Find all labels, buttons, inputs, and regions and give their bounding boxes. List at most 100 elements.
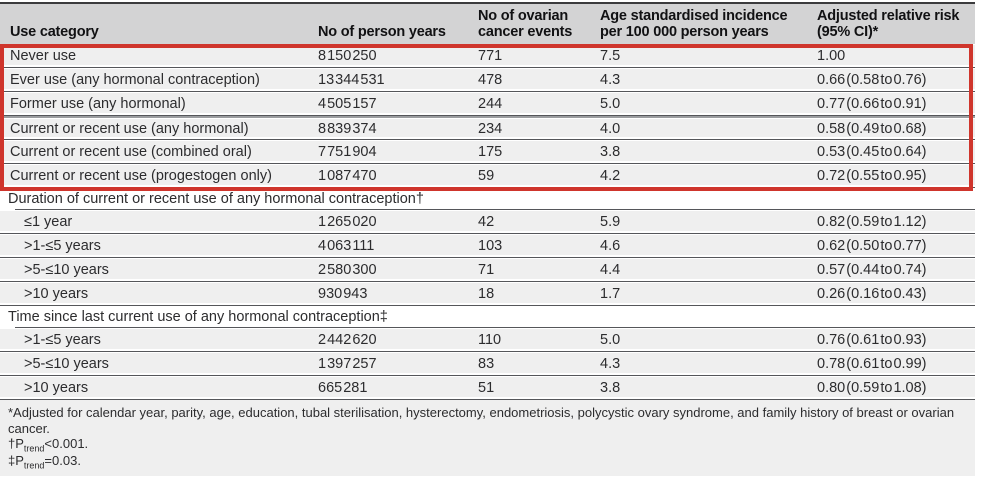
cell-use-category: Current or recent use (progestogen only) [10, 167, 272, 184]
cell-relative-risk: 0.57 (0.44 to 0.74) [817, 261, 927, 278]
cell-cancer-events: 110 [478, 331, 502, 348]
header-line: per 100 000 person years [600, 24, 769, 40]
cell-cancer-events: 771 [478, 47, 503, 64]
cell-cancer-events: 18 [478, 285, 495, 302]
footnote-p-trend-ddagger: ‡Ptrend=0.03. [8, 452, 81, 471]
cell-relative-risk: 0.58 (0.49 to 0.68) [817, 120, 927, 137]
cell-person-years: 4 505 157 [318, 95, 377, 112]
cell-incidence: 4.3 [600, 71, 621, 88]
cell-cancer-events: 51 [478, 379, 495, 396]
header-line: No of ovarian [478, 8, 569, 24]
cell-use-category: >10 years [24, 379, 89, 396]
table-row: Never use 8 150 250 771 7.5 1.00 [0, 44, 975, 68]
cell-relative-risk: 0.66 (0.58 to 0.76) [817, 71, 927, 88]
cell-incidence: 1.7 [600, 285, 621, 302]
cell-person-years: 2 442 620 [318, 331, 377, 348]
cell-person-years: 930 943 [318, 285, 368, 302]
cell-relative-risk: 0.53 (0.45 to 0.64) [817, 143, 927, 160]
table-row: Current or recent use (combined oral) 7 7… [0, 140, 975, 164]
cell-person-years: 665 281 [318, 379, 368, 396]
footnote-p-trend-dagger: †Ptrend<0.001. [8, 436, 89, 454]
table-row: >1-≤5 years 2 442 620 110 5.0 0.76 (0.61 to … [0, 328, 975, 352]
cell-cancer-events: 244 [478, 95, 503, 112]
cell-person-years: 7 751 904 [318, 143, 377, 160]
header-line: No of person years [318, 24, 446, 40]
cell-relative-risk: 0.78 (0.61 to 0.99) [817, 355, 927, 372]
section-header-row: Time since last current use of any hormo… [0, 306, 975, 328]
cell-cancer-events: 83 [478, 355, 495, 372]
cell-cancer-events: 59 [478, 167, 495, 184]
cell-incidence: 3.8 [600, 143, 621, 160]
section-label: Time since last current use of any hormo… [8, 309, 388, 325]
contraception-ovarian-cancer-table: Use category No of person years No of ovar… [0, 2, 975, 477]
cell-relative-risk: 0.77 (0.66 to 0.91) [817, 95, 927, 112]
cell-incidence: 4.6 [600, 237, 621, 254]
cell-person-years: 1 265 020 [318, 213, 377, 230]
header-line: Age standardised incidence [600, 8, 788, 24]
cell-use-category: >5-≤10 years [24, 355, 109, 372]
cell-use-category: Ever use (any hormonal contraception) [10, 71, 260, 88]
section-label: Duration of current or recent use of any… [8, 191, 424, 207]
cell-cancer-events: 71 [478, 261, 495, 278]
table-row: Ever use (any hormonal contraception) 13 … [0, 68, 975, 92]
cell-incidence: 5.0 [600, 95, 621, 112]
cell-use-category: >1-≤5 years [24, 331, 101, 348]
cell-relative-risk: 0.72 (0.55 to 0.95) [817, 167, 927, 184]
cell-person-years: 1 087 470 [318, 167, 377, 184]
cell-relative-risk: 0.80 (0.59 to 1.08) [817, 379, 927, 396]
table-row: >5-≤10 years 2 580 300 71 4.4 0.57 (0.44 to … [0, 258, 975, 282]
cell-use-category: >1-≤5 years [24, 237, 101, 254]
cell-use-category: Never use [10, 47, 77, 64]
table-row: >10 years 930 943 18 1.7 0.26 (0.16 to 0.43) [0, 282, 975, 306]
cell-incidence: 5.9 [600, 213, 621, 230]
cell-relative-risk: 0.26 (0.16 to 0.43) [817, 285, 927, 302]
cell-cancer-events: 103 [478, 237, 503, 254]
footnote-adjusted: *Adjusted for calendar year, parity, age… [8, 405, 955, 436]
cell-cancer-events: 42 [478, 213, 495, 230]
cell-person-years: 8 839 374 [318, 120, 377, 137]
cell-relative-risk: 1.00 [817, 47, 846, 64]
section-header-row: Duration of current or recent use of any… [0, 188, 975, 210]
table-footnotes: *Adjusted for calendar year, parity, age… [0, 400, 975, 477]
cell-incidence: 5.0 [600, 331, 621, 348]
table-row: >1-≤5 years 4 063 111 103 4.6 0.62 (0.50 to … [0, 234, 975, 258]
section-underline [15, 209, 975, 210]
cell-relative-risk: 0.76 (0.61 to 0.93) [817, 331, 927, 348]
table-body: Never use 8 150 250 771 7.5 1.00 Ever use (an… [0, 44, 975, 400]
cell-person-years: 1 397 257 [318, 355, 377, 372]
cell-relative-risk: 0.82 (0.59 to 1.12) [817, 213, 927, 230]
header-line: Adjusted relative risk [817, 8, 960, 24]
cell-use-category: ≤1 year [24, 213, 73, 230]
cell-incidence: 7.5 [600, 47, 621, 64]
cell-use-category: Current or recent use (any hormonal) [10, 120, 249, 137]
table-row: >5-≤10 years 1 397 257 83 4.3 0.78 (0.61 to … [0, 352, 975, 376]
table-row: >10 years 665 281 51 3.8 0.80 (0.59 to 1.08) [0, 376, 975, 400]
header-cell-relative-risk: Adjusted relative risk (95% CI)* [817, 8, 975, 40]
cell-cancer-events: 478 [478, 71, 503, 88]
cell-cancer-events: 234 [478, 120, 503, 137]
header-cell-cancer-events: No of ovarian cancer events [478, 8, 600, 40]
header-line: (95% CI)* [817, 24, 879, 40]
table-row: Former use (any hormonal) 4 505 157 244 5.0… [0, 92, 975, 116]
header-line: cancer events [478, 24, 573, 40]
cell-person-years: 13 344 531 [318, 71, 385, 88]
cell-relative-risk: 0.62 (0.50 to 0.77) [817, 237, 927, 254]
header-line: Use category [10, 24, 99, 40]
cell-cancer-events: 175 [478, 143, 503, 160]
header-cell-use-category: Use category [0, 24, 318, 40]
cell-incidence: 4.0 [600, 120, 621, 137]
cell-use-category: Former use (any hormonal) [10, 95, 186, 112]
section-underline [15, 327, 975, 328]
header-cell-incidence: Age standardised incidence per 100 000 pe… [600, 8, 817, 40]
cell-incidence: 4.3 [600, 355, 621, 372]
cell-incidence: 4.2 [600, 167, 621, 184]
cell-incidence: 4.4 [600, 261, 621, 278]
cell-incidence: 3.8 [600, 379, 621, 396]
table-top-rule [0, 2, 975, 4]
table-row: ≤1 year 1 265 020 42 5.9 0.82 (0.59 to 1.12) [0, 210, 975, 234]
cell-person-years: 2 580 300 [318, 261, 377, 278]
table-header-row: Use category No of person years No of ovar… [0, 4, 975, 44]
table-row: Current or recent use (any hormonal) 8 83… [0, 116, 975, 140]
cell-person-years: 8 150 250 [318, 47, 377, 64]
